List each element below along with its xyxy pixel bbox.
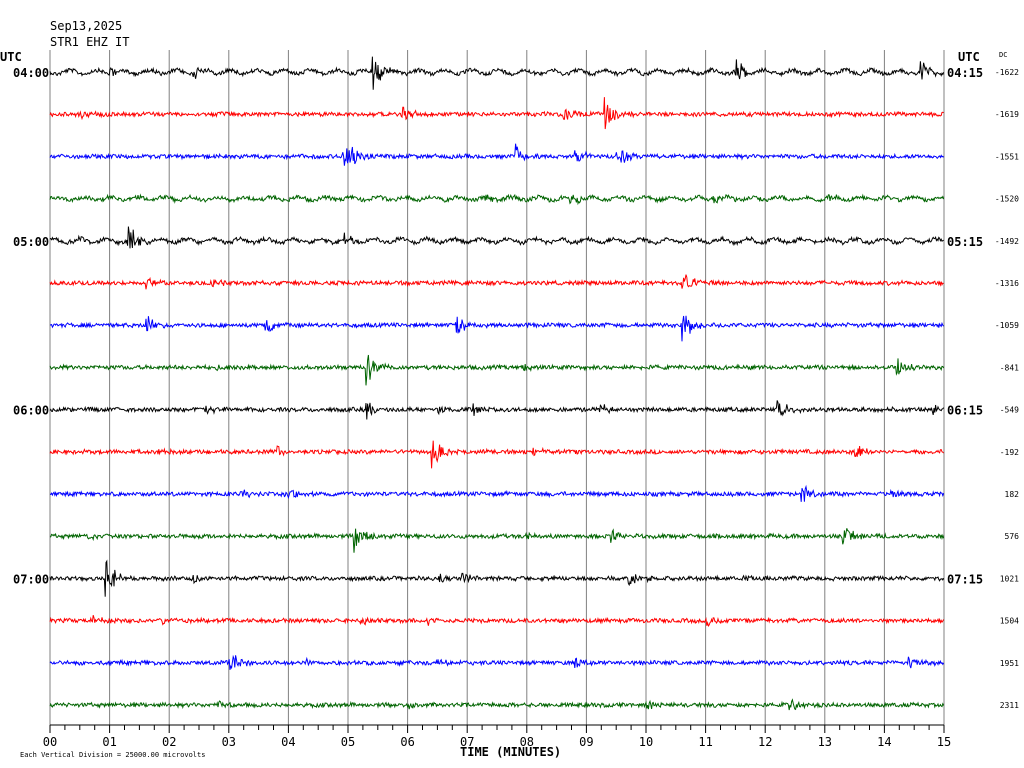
x-tick-label: 13 [818,735,832,749]
x-tick-label: 08 [520,735,534,749]
x-axis: 00 01 02 03 04 05 06 07 08 09 10 11 12 13 14 15 [43,724,951,749]
x-tick-label: 14 [877,735,891,749]
x-tick-label: 02 [162,735,176,749]
trace-dc-value: 1021 [1000,574,1019,583]
trace-dc-value: 576 [1005,532,1020,541]
trace-dc-value: -841 [1000,363,1019,372]
trace-dc-value: -1622 [995,68,1019,77]
trace-dc-value: -1059 [995,321,1019,330]
trace-line-3 [49,193,945,206]
trace-left-time: 07:00 [13,572,49,586]
station-label: STR1 EHZ IT [50,35,129,49]
trace-line-5 [49,274,944,290]
trace-line-9 [49,440,944,469]
trace-dc-value: 2311 [1000,701,1019,710]
trace-line-14 [49,654,945,670]
trace-right-time: 07:15 [947,572,983,586]
trace-dc-value: -1619 [995,110,1019,119]
scale-note: Each Vertical Division = 25000.00 microv… [20,751,205,759]
trace-dc-value: -1520 [995,195,1019,204]
x-tick-label: 00 [43,735,57,749]
x-tick-label: 09 [579,735,593,749]
trace-line-0 [49,56,945,90]
traces [49,56,945,711]
x-tick-label: 05 [341,735,355,749]
trace-left-time: 04:00 [13,66,49,80]
trace-line-4 [49,226,944,249]
trace-left-time: 06:00 [13,404,49,418]
grid [49,50,945,725]
x-tick-label: 15 [937,735,951,749]
right-tz-label: UTC [958,50,980,64]
x-axis-title: TIME (MINUTES) [460,745,561,759]
trace-line-6 [49,315,944,342]
x-tick-label: 01 [102,735,116,749]
trace-left-time: 05:00 [13,235,49,249]
x-tick-label: 06 [400,735,414,749]
trace-dc-value: 1504 [1000,617,1019,626]
trace-dc-value: -549 [1000,406,1019,415]
trace-line-10 [49,484,945,502]
x-tick-label: 10 [639,735,653,749]
trace-dc-value: -1316 [995,279,1019,288]
x-tick-label: 11 [698,735,712,749]
trace-right-time: 05:15 [947,235,983,249]
trace-line-1 [49,97,944,130]
date-label: Sep13,2025 [50,19,122,33]
trace-right-time: 04:15 [947,66,983,80]
trace-line-7 [49,354,945,386]
trace-line-15 [49,698,945,711]
trace-line-12 [49,559,945,597]
dc-header-label: DC [999,51,1007,59]
trace-line-2 [49,143,944,166]
x-tick-label: 03 [222,735,236,749]
trace-line-13 [49,615,945,627]
x-tick-label: 07 [460,735,474,749]
trace-right-time: 06:15 [947,404,983,418]
left-tz-label: UTC [0,50,22,64]
trace-dc-value: -1492 [995,237,1019,246]
trace-labels: 04:00 04:15 -1622 -1619 -1551 -1520 05:00 05:15… [13,66,1019,710]
trace-line-8 [49,400,945,420]
trace-dc-value: 182 [1005,490,1020,499]
x-tick-label: 12 [758,735,772,749]
trace-line-11 [49,528,945,553]
trace-dc-value: -1551 [995,152,1019,161]
trace-dc-value: -192 [1000,448,1019,457]
x-tick-label: 04 [281,735,295,749]
trace-dc-value: 1951 [1000,659,1019,668]
